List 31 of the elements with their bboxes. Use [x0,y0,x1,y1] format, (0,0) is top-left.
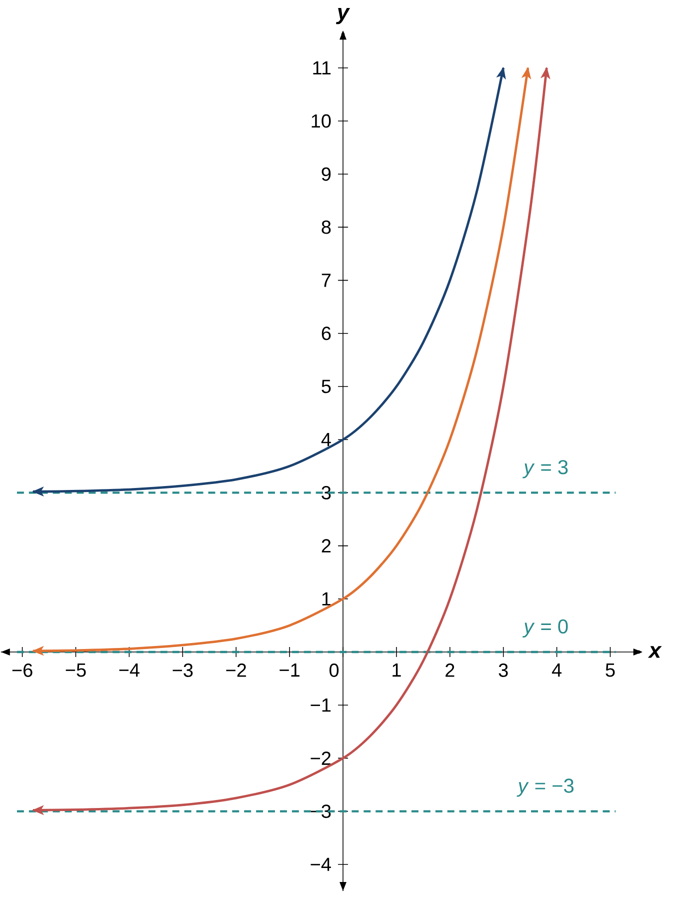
y-tick-label: −2 [310,752,331,765]
x-tick-label: 5 [606,664,615,677]
x-axis-title: x [648,646,662,658]
y-tick-label: 1 [322,592,331,606]
y-tick-label: 6 [322,326,331,340]
ref-line-label: y = 3 [522,460,568,478]
y-tick-label: −1 [310,698,331,712]
y-tick-label: −4 [310,858,331,871]
ref-line-label: y = 0 [522,619,568,638]
y-tick-label: 11 [313,61,331,74]
x-tick-label: 3 [498,664,508,677]
ref-line-label: y = −3 [516,778,574,797]
y-tick-label: 10 [312,114,331,128]
y-tick-label: 9 [322,167,331,181]
x-tick-label: −4 [119,664,140,677]
y-tick-label: 8 [322,220,331,234]
x-tick-label: −5 [66,664,86,677]
x-tick-label: −6 [12,664,32,677]
x-tick-label: −1 [280,664,300,677]
x-tick-label: 4 [552,664,562,677]
y-axis-title: y [336,8,350,24]
y-tick-label: 3 [322,486,331,500]
y-tick-label: 5 [322,380,331,394]
x-tick-label: 1 [392,664,401,677]
y-tick-label: 7 [322,274,331,287]
x-tick-label: −3 [172,664,193,677]
x-tick-label: 0 [330,664,339,677]
y-tick-label: 4 [321,433,331,446]
x-tick-label: 2 [446,664,454,677]
x-tick-label: −2 [226,664,246,677]
y-tick-label: 2 [322,539,331,552]
